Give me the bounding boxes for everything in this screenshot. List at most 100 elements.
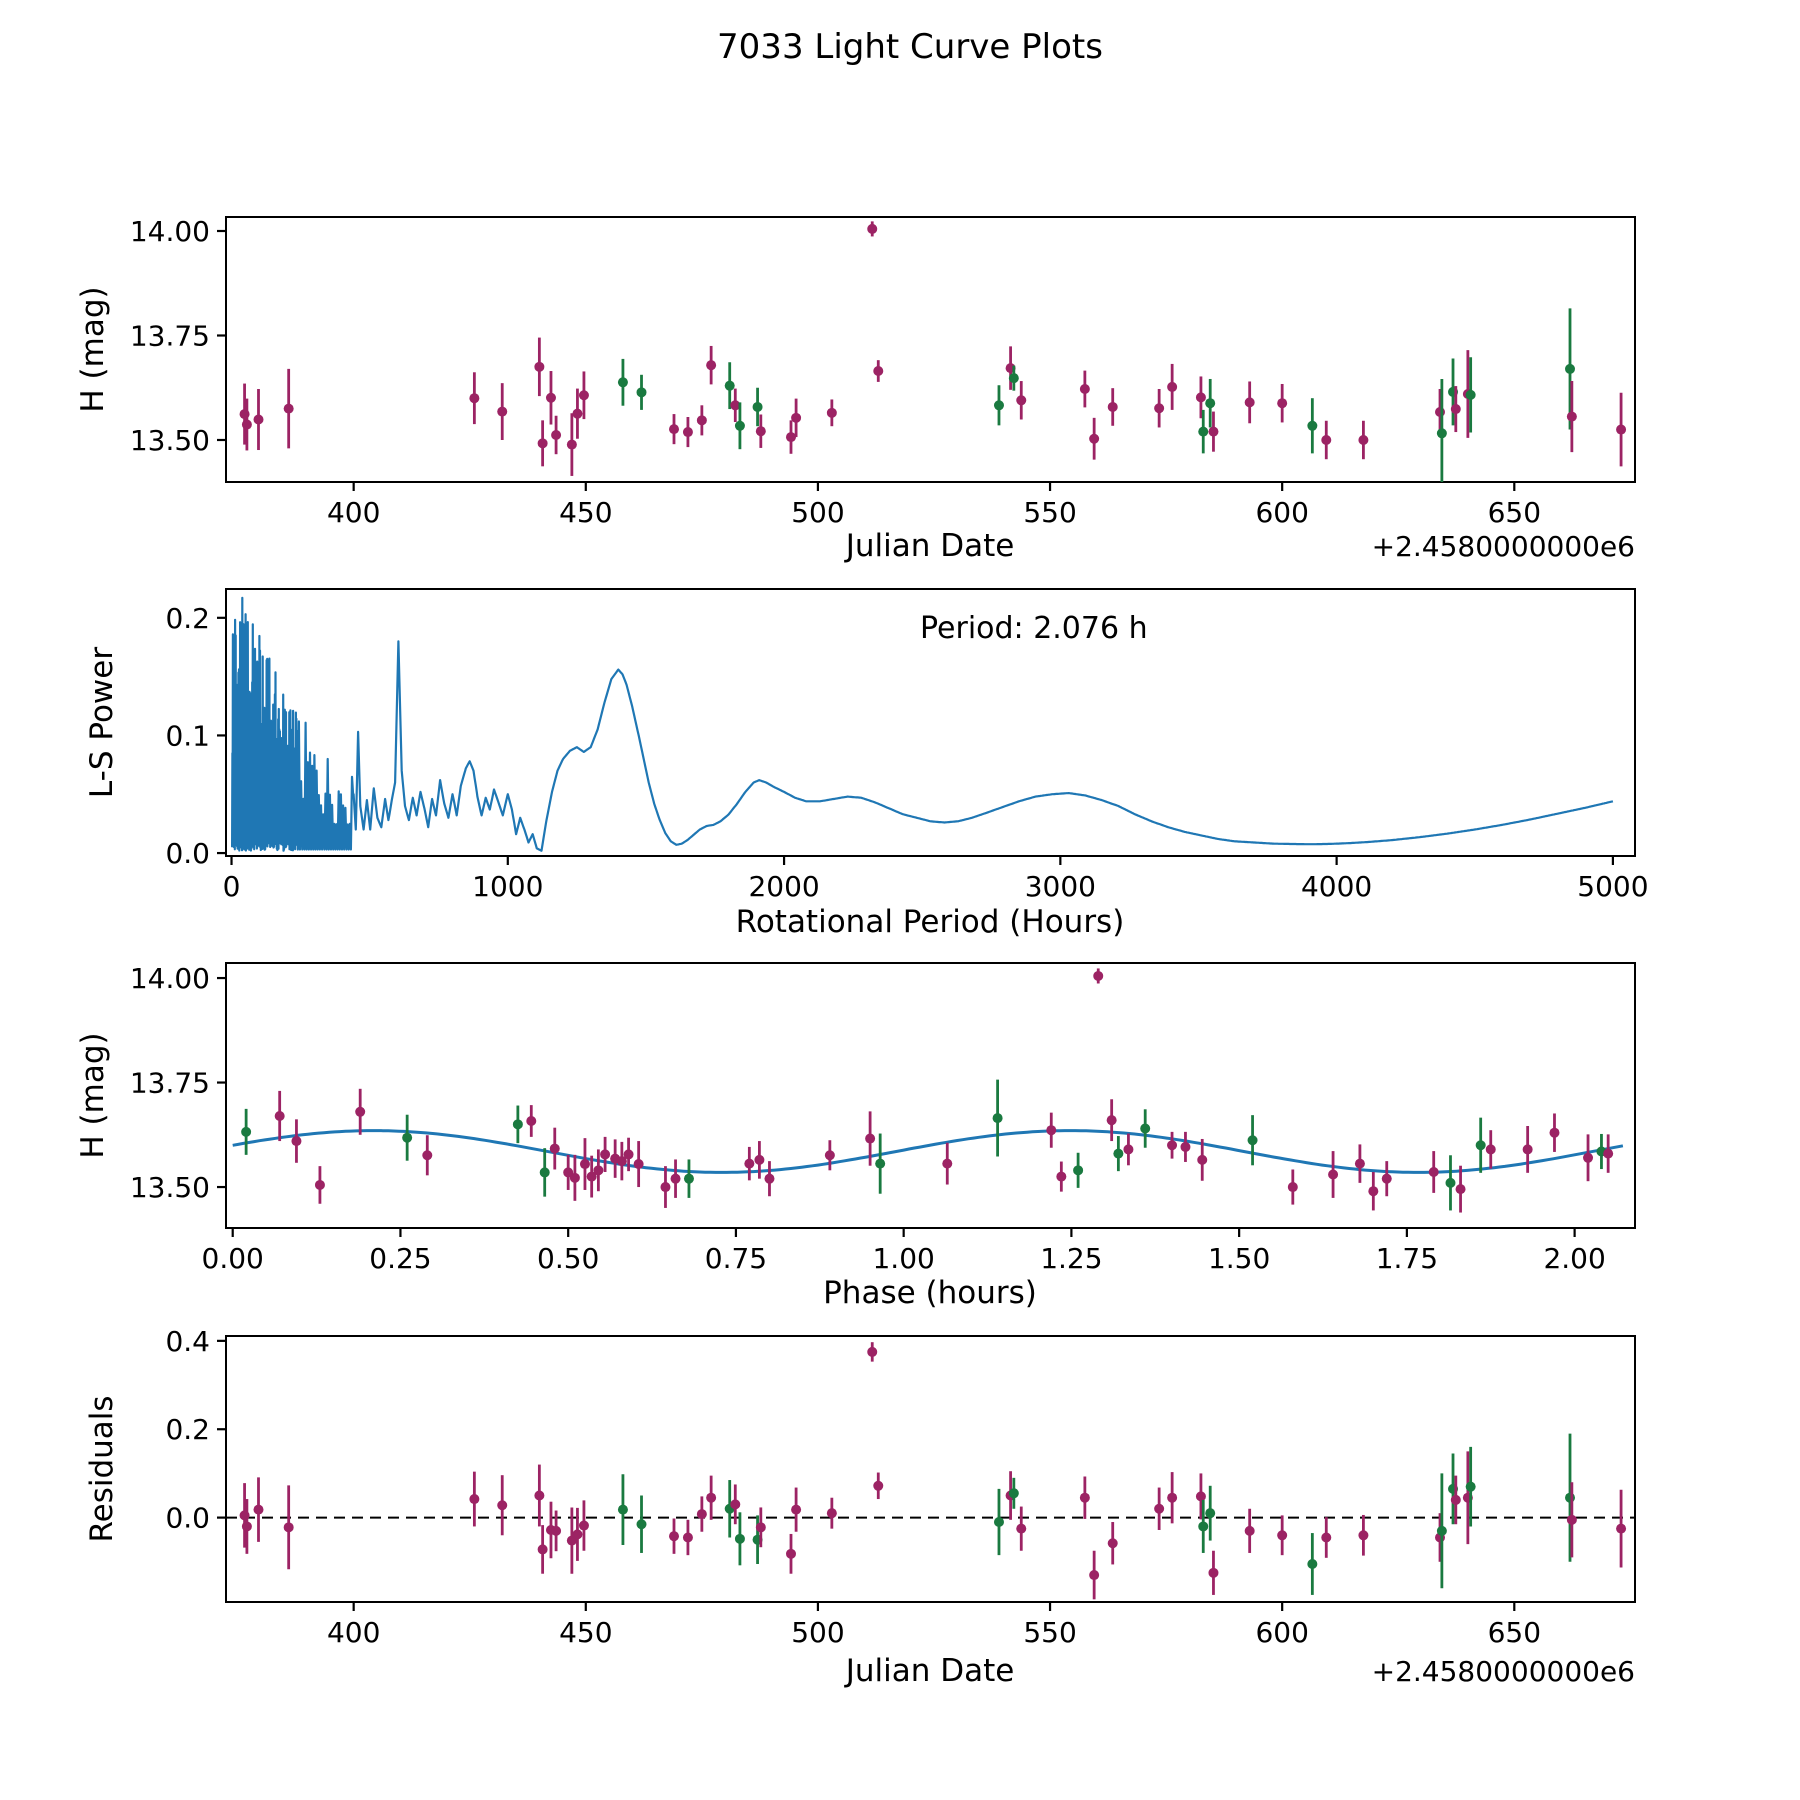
data-point: [1287, 1182, 1298, 1193]
data-point: [283, 1522, 294, 1533]
lightcurve-ylabel: H (mag): [75, 286, 111, 412]
data-point: [791, 1504, 802, 1515]
data-point: [578, 1520, 589, 1531]
data-point: [1198, 426, 1209, 437]
data-point: [355, 1106, 366, 1117]
data-point: [824, 1150, 835, 1161]
data-point: [1450, 1494, 1461, 1505]
data-point: [1307, 1559, 1318, 1569]
data-point: [682, 1532, 693, 1543]
lightcurve-x-offset: +2.4580000000e6: [1372, 530, 1635, 563]
data-layer: [226, 1342, 1635, 1600]
data-point: [633, 1159, 644, 1170]
data-point: [730, 1499, 741, 1510]
periodogram-curve: [231, 596, 1614, 852]
x-tick-label: 450: [559, 1616, 612, 1649]
y-tick-label: 0.1: [165, 719, 210, 752]
x-tick-label: 0: [223, 870, 241, 903]
x-tick-label: 2000: [748, 870, 819, 903]
data-point: [875, 1158, 886, 1169]
data-point: [696, 415, 707, 426]
scatter-points: [241, 968, 1614, 1213]
residuals-ylabel: Residuals: [84, 1395, 120, 1542]
data-point: [1522, 1144, 1533, 1155]
lightcurve-plot: H (mag) Julian Date +2.4580000000e6 400 4…: [75, 215, 1636, 564]
x-tick-label: 550: [1023, 496, 1076, 529]
data-point: [534, 361, 545, 372]
data-point: [274, 1110, 285, 1121]
y-tick-label: 13.75: [130, 1067, 210, 1100]
phase-ylabel: H (mag): [75, 1032, 111, 1158]
periodogram-xlabel: Rotational Period (Hours): [736, 904, 1125, 940]
y-tick-label: 13.50: [130, 424, 210, 457]
x-tick-label: 600: [1255, 1616, 1308, 1649]
data-point: [291, 1136, 302, 1147]
data-point: [873, 1480, 884, 1491]
data-point: [241, 1126, 252, 1137]
data-point: [1195, 1491, 1206, 1502]
data-point: [1113, 1148, 1124, 1159]
data-point: [636, 1519, 647, 1530]
data-point: [569, 1172, 580, 1183]
data-point: [497, 406, 508, 417]
data-point: [1205, 1508, 1216, 1519]
data-point: [744, 1158, 755, 1169]
data-point: [754, 1154, 765, 1165]
data-point: [696, 1509, 707, 1520]
data-point: [865, 1133, 876, 1144]
axes-frame: [225, 216, 1636, 483]
x-tick-label: 0.25: [369, 1242, 431, 1275]
data-point: [1549, 1127, 1560, 1138]
data-point: [1198, 1521, 1209, 1532]
data-point: [551, 429, 562, 440]
data-point: [1277, 398, 1288, 409]
data-point: [636, 387, 647, 398]
periodogram-plot: L-S Power Rotational Period (Hours) Peri…: [84, 588, 1649, 940]
x-tick-label: 1.50: [1208, 1242, 1270, 1275]
data-point: [1328, 1169, 1339, 1180]
data-point: [1381, 1173, 1392, 1184]
data-point: [867, 223, 878, 234]
lightcurve-xlabel: Julian Date: [844, 528, 1015, 564]
residuals-plot-area: 400 450 500 550 600 650 0.0 0.2 0.4: [165, 1325, 1636, 1649]
data-point: [1603, 1148, 1614, 1159]
periodogram-plot-area: 0 1000 2000 3000 4000 5000 0.0 0.1 0.2: [165, 588, 1649, 903]
phase-plot-area: 0.00 0.25 0.50 0.75 1.00 1.25 1.50 1.75 2.00 13.5…: [130, 962, 1636, 1275]
data-point: [1089, 433, 1100, 444]
figure-title: 7033 Light Curve Plots: [717, 27, 1103, 67]
data-point: [1093, 970, 1104, 981]
data-point: [755, 426, 766, 437]
data-point: [785, 1548, 796, 1559]
data-point: [1247, 1135, 1258, 1146]
data-point: [578, 390, 589, 401]
x-tick-label: 5000: [1577, 870, 1648, 903]
data-point: [1616, 424, 1627, 435]
data-point: [1436, 1525, 1447, 1536]
lightcurve-plot-area: 400 450 500 550 600 650 13.50 13.75 14.00: [130, 215, 1636, 529]
data-point: [942, 1158, 953, 1169]
data-point: [566, 439, 577, 450]
data-point: [1485, 1144, 1496, 1155]
data-point: [1465, 389, 1476, 400]
data-point: [1616, 1523, 1627, 1534]
y-tick-label: 0.0: [165, 1502, 210, 1535]
data-point: [526, 1115, 537, 1126]
data-layer: [239, 221, 1627, 482]
data-point: [1123, 1144, 1134, 1155]
x-tick-label: 500: [791, 1616, 844, 1649]
data-point: [1008, 1488, 1019, 1499]
data-point: [402, 1132, 413, 1143]
data-point: [682, 427, 693, 438]
data-point: [1167, 381, 1178, 392]
x-tick-label: 2.00: [1543, 1242, 1605, 1275]
axis-ticks: 400 450 500 550 600 650 0.0 0.2 0.4: [165, 1325, 1541, 1649]
x-tick-label: 1.75: [1376, 1242, 1438, 1275]
data-point: [1079, 1492, 1090, 1503]
data-point: [253, 1504, 264, 1515]
data-point: [1307, 420, 1318, 431]
data-point: [572, 408, 583, 419]
x-tick-label: 0.00: [202, 1242, 264, 1275]
x-tick-label: 450: [559, 496, 612, 529]
data-point: [1056, 1171, 1067, 1182]
